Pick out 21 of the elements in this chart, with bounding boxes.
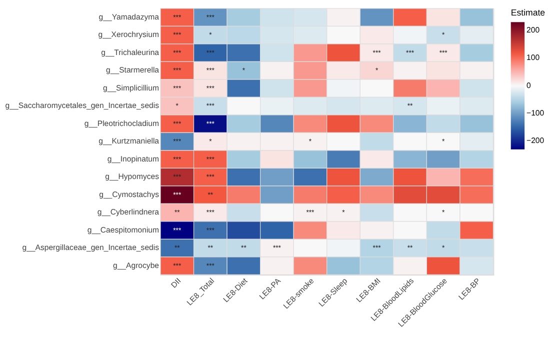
- y-tick-label: g__Cymostachys: [99, 190, 160, 199]
- color-bar-label: −100: [526, 108, 545, 118]
- y-tick-label: g__Trichaleurina: [101, 48, 160, 57]
- y-tick-label: g__Kurtzmaniella: [98, 136, 160, 146]
- y-tick-label: g__Xerochrysium: [98, 30, 160, 40]
- y-tick-label: g__Hypomyces: [105, 172, 160, 182]
- color-bar-label: 100: [526, 53, 540, 62]
- y-tick-label: g__Aspergillaceae_gen_Incertae_sedis: [22, 243, 160, 252]
- y-tick-label: g__Caespitomonium: [87, 225, 160, 234]
- y-tick-label: g__Starmerella: [106, 66, 160, 75]
- y-tick-label: g__Yamadazyma: [98, 12, 160, 22]
- y-tick-label: g__Inopinatum: [107, 154, 160, 164]
- color-bar-title: Estimate: [510, 7, 546, 18]
- y-tick-label: g__Pleotrichocladium: [84, 118, 160, 128]
- y-tick-label: g__Cyberlindnera: [97, 208, 160, 217]
- color-bar-label: 200: [526, 25, 540, 34]
- color-bar-label: −200: [526, 136, 545, 146]
- color-bar-label: 0: [526, 80, 532, 90]
- y-tick-label: g__Simplicillium: [103, 83, 160, 92]
- y-tick-label: g__Saccharomycetales_gen_Incertae_sedis: [5, 101, 160, 110]
- y-tick-label: g__Agrocybe: [112, 260, 160, 270]
